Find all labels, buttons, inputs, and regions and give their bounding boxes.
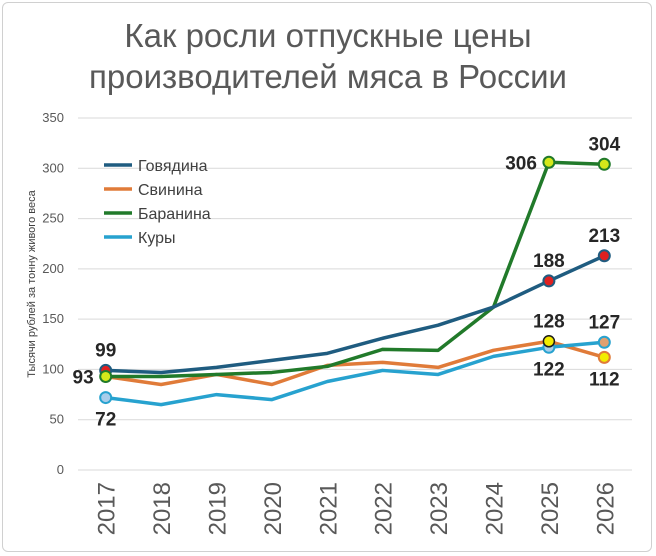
chart-title-line-2: производителей мяса в России xyxy=(89,58,567,95)
series-line-2 xyxy=(103,160,607,379)
x-tick-label: 2024 xyxy=(482,482,509,535)
x-tick-label: 2020 xyxy=(260,482,287,535)
data-label: 188 xyxy=(533,251,565,272)
data-label: 213 xyxy=(588,226,620,247)
x-tick-label: 2022 xyxy=(371,482,398,535)
legend-label: Говядина xyxy=(138,158,208,175)
x-tick-label: 2026 xyxy=(592,482,619,535)
data-point-marker xyxy=(597,335,611,349)
data-point-marker xyxy=(542,155,556,169)
x-tick-label: 2017 xyxy=(94,482,121,535)
data-point-marker xyxy=(542,335,556,348)
data-point-marker xyxy=(99,391,113,405)
x-tick-label: 2023 xyxy=(426,482,453,535)
data-label: 127 xyxy=(588,312,620,333)
x-tick-label: 2021 xyxy=(315,482,342,535)
data-label: 304 xyxy=(588,134,620,155)
x-tick-label: 2019 xyxy=(205,482,232,535)
y-tick-label: 250 xyxy=(42,211,64,226)
data-point-marker xyxy=(597,350,611,364)
data-label: 112 xyxy=(589,369,620,390)
data-label: 72 xyxy=(95,410,116,431)
series-lines xyxy=(103,160,607,407)
legend-label: Куры xyxy=(138,230,176,247)
y-tick-label: 150 xyxy=(42,311,64,326)
y-tick-label: 0 xyxy=(57,462,64,477)
x-axis-ticks: 2017 2018 2019 2020 2021 2022 2023 2024 2025 2026 xyxy=(94,482,620,535)
data-point-marker xyxy=(99,369,113,383)
data-label: 93 xyxy=(73,367,94,388)
legend-label: Свинина xyxy=(138,182,203,199)
data-point-marker xyxy=(597,157,611,171)
legend: Говядина Свинина Баранина Куры xyxy=(104,158,211,247)
x-tick-label: 2025 xyxy=(537,482,564,535)
y-tick-label: 200 xyxy=(42,261,64,276)
data-label: 128 xyxy=(533,311,565,332)
x-tick-label: 2018 xyxy=(149,482,176,535)
y-tick-label: 50 xyxy=(50,412,64,427)
series-line-3 xyxy=(103,340,607,407)
data-label: 306 xyxy=(505,153,537,174)
data-label: 99 xyxy=(95,340,116,361)
y-tick-label: 300 xyxy=(42,160,64,175)
data-point-marker xyxy=(542,274,556,288)
y-tick-label: 350 xyxy=(42,110,64,125)
legend-label: Баранина xyxy=(138,206,211,223)
series-line-1 xyxy=(103,339,607,387)
chart-title-line-1: Как росли отпускные цены xyxy=(124,17,532,54)
grid xyxy=(78,117,632,471)
data-label: 122 xyxy=(533,359,565,380)
y-axis-ticks: 0 50 100 150 200 250 300 350 xyxy=(42,110,64,477)
series-markers xyxy=(99,155,611,405)
series-line-0 xyxy=(103,254,607,375)
y-tick-label: 100 xyxy=(42,361,64,376)
data-point-marker xyxy=(597,249,611,263)
y-axis-label: Тысячи рублей за тонну живого веса xyxy=(26,189,38,377)
